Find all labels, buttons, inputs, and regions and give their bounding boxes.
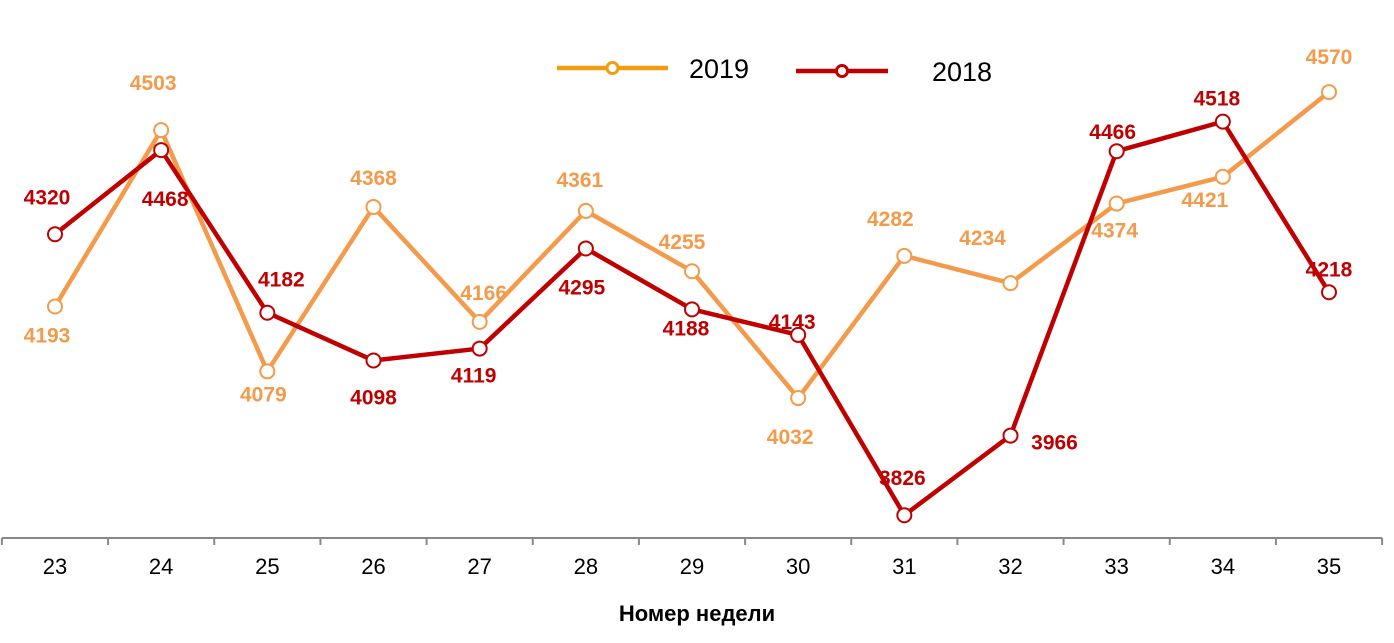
legend-label-2018: 2018 bbox=[932, 57, 992, 87]
data-point-2019 bbox=[1321, 84, 1337, 101]
data-point-2018 bbox=[259, 304, 276, 321]
data-label-2018: 4518 bbox=[1193, 88, 1240, 111]
data-label-2019: 4282 bbox=[867, 208, 914, 231]
data-label-2018: 4218 bbox=[1306, 258, 1353, 281]
data-point-2018 bbox=[1321, 284, 1337, 301]
x-tick-label: 27 bbox=[467, 554, 491, 579]
x-tick-label: 34 bbox=[1211, 554, 1235, 579]
data-point-2018 bbox=[896, 507, 913, 524]
data-point-2019 bbox=[47, 298, 63, 315]
data-point-2018 bbox=[47, 226, 63, 243]
data-label-2019: 4079 bbox=[240, 383, 287, 406]
data-point-2018 bbox=[577, 240, 594, 257]
data-label-2019: 4374 bbox=[1091, 220, 1138, 243]
data-point-2019 bbox=[471, 313, 488, 330]
data-label-2018: 4320 bbox=[24, 186, 71, 209]
data-label-2019: 4421 bbox=[1181, 189, 1228, 212]
data-label-2019: 4361 bbox=[556, 169, 603, 192]
data-point-2019 bbox=[1214, 168, 1231, 185]
data-label-2019: 4166 bbox=[460, 282, 507, 305]
data-point-2019 bbox=[1002, 275, 1019, 292]
legend-marker-2019 bbox=[605, 61, 620, 75]
data-point-2019 bbox=[790, 390, 807, 407]
data-label-2018: 3826 bbox=[879, 467, 926, 490]
data-point-2019 bbox=[259, 363, 276, 380]
data-point-2019 bbox=[153, 122, 170, 139]
x-tick-label: 31 bbox=[892, 554, 916, 579]
data-point-2019 bbox=[684, 263, 700, 280]
x-axis: 23 24 25 26 27 28 29 30 31 32 33 34 35 bbox=[0, 537, 1384, 579]
data-label-2018: 4182 bbox=[258, 269, 305, 292]
data-point-2018 bbox=[790, 326, 807, 343]
data-point-2018 bbox=[471, 340, 488, 357]
data-point-2018 bbox=[365, 352, 382, 369]
x-tick-label: 23 bbox=[43, 554, 67, 579]
data-label-2019: 4234 bbox=[959, 227, 1006, 250]
x-axis-title: Номер недели bbox=[619, 601, 775, 626]
x-tick-label: 30 bbox=[786, 554, 810, 579]
data-point-2018 bbox=[153, 142, 170, 159]
data-point-2018 bbox=[1108, 143, 1125, 160]
data-label-2018: 4098 bbox=[350, 387, 397, 410]
data-label-2019: 4570 bbox=[1306, 46, 1353, 69]
data-label-2018: 3966 bbox=[1031, 432, 1078, 455]
legend-label-2019: 2019 bbox=[689, 54, 749, 84]
data-label-2019: 4368 bbox=[350, 167, 397, 190]
data-label-2018: 4468 bbox=[142, 188, 189, 211]
x-tick-label: 28 bbox=[574, 554, 598, 579]
data-label-2018: 4295 bbox=[558, 276, 605, 299]
data-label-2018: 4143 bbox=[769, 311, 816, 334]
data-label-2018: 4466 bbox=[1089, 121, 1136, 144]
data-label-2019: 4255 bbox=[659, 231, 706, 254]
x-tick-label: 35 bbox=[1317, 554, 1341, 579]
legend-marker-2018 bbox=[835, 64, 849, 78]
data-point-2018 bbox=[1002, 427, 1019, 444]
x-tick-label: 29 bbox=[680, 554, 704, 579]
data-label-2019: 4503 bbox=[130, 72, 177, 95]
legend: 2019 2018 bbox=[557, 54, 992, 87]
data-point-2019 bbox=[577, 202, 594, 219]
data-label-2019: 4032 bbox=[767, 426, 814, 449]
data-label-2019: 4193 bbox=[24, 324, 71, 347]
data-label-2018: 4119 bbox=[451, 365, 497, 388]
data-labels: 4193 4503 4079 4368 4166 4361 4255 4032 4282 4234… bbox=[24, 46, 1353, 490]
data-label-2018: 4188 bbox=[663, 317, 710, 340]
data-point-2018 bbox=[684, 301, 700, 318]
x-tick-label: 24 bbox=[149, 554, 173, 579]
series-lines bbox=[47, 84, 1337, 524]
x-tick-label: 33 bbox=[1104, 554, 1128, 579]
data-point-2019 bbox=[1108, 195, 1125, 212]
data-point-2019 bbox=[365, 198, 382, 215]
data-point-2018 bbox=[1214, 113, 1231, 130]
x-tick-label: 32 bbox=[998, 554, 1022, 579]
data-point-2019 bbox=[896, 247, 913, 264]
x-tick-label: 25 bbox=[255, 554, 279, 579]
x-tick-label: 26 bbox=[361, 554, 385, 579]
